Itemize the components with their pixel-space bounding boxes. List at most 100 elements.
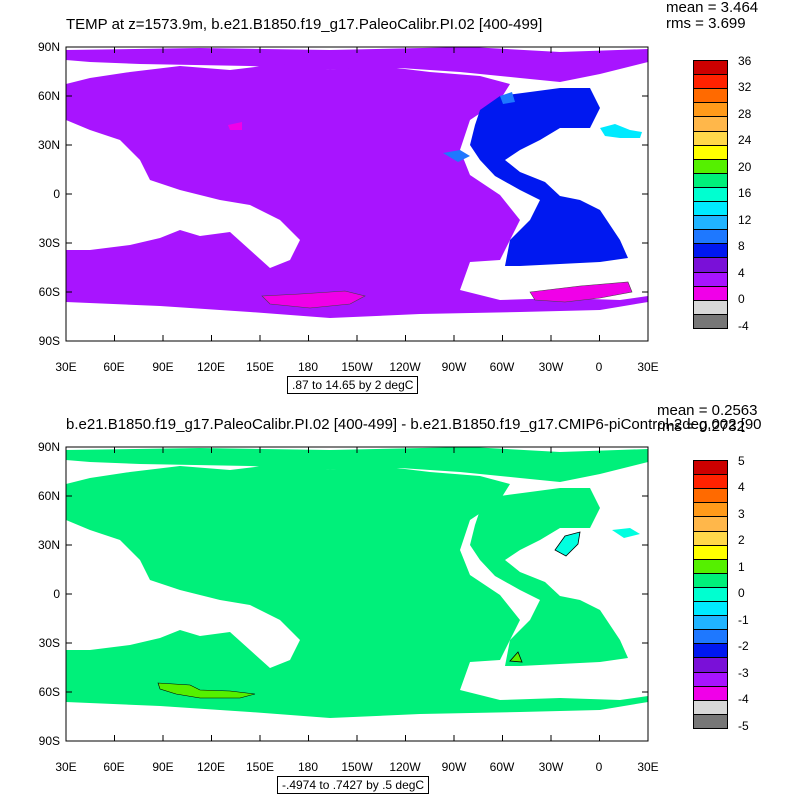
colorbar-swatch-15 <box>693 671 728 687</box>
bottom-mediterranean-patch <box>612 528 640 538</box>
top-stats: mean = 3.464 rms = 3.699 <box>666 0 758 32</box>
bottom-xtick-12: 30E <box>637 760 659 774</box>
bottom-southern-patch <box>157 682 256 699</box>
bottom-map-ticks <box>65 446 649 742</box>
colorbar-swatch-8 <box>693 572 728 588</box>
bottom-cb-label-9: -4 <box>738 692 749 706</box>
bottom-cb-label-7: -2 <box>738 639 749 653</box>
bottom-xtick-7: 120W <box>389 760 421 774</box>
top-cb-label-9: 0 <box>738 292 745 306</box>
bottom-pacific-indian-ocean <box>66 464 648 718</box>
bottom-range-label: -.4974 to .7427 by .5 degC <box>277 776 430 794</box>
bottom-ytick-0: 0 <box>53 587 60 601</box>
top-mean-value: mean = 3.464 <box>666 0 759 16</box>
colorbar-swatch-0 <box>693 460 728 476</box>
colorbar-swatch-5 <box>693 530 728 546</box>
colorbar-swatch-3 <box>693 502 728 518</box>
bottom-cb-label-5: 0 <box>738 586 745 600</box>
top-map-frame <box>65 46 649 342</box>
top-xtick-4: 150E <box>245 360 275 374</box>
colorbar-swatch-10 <box>693 201 728 217</box>
top-xtick-3: 120E <box>196 360 226 374</box>
bottom-cb-label-4: 1 <box>738 560 745 574</box>
bottom-xtick-4: 150E <box>245 760 275 774</box>
bottom-xtick-2: 90E <box>152 760 174 774</box>
top-hudson-patch <box>500 92 515 104</box>
top-cb-label-10: -4 <box>738 319 749 333</box>
bottom-ytick-60s: 60S <box>38 685 60 699</box>
top-north-atlantic-cyan <box>600 124 642 138</box>
top-colorbar <box>693 60 728 329</box>
colorbar-swatch-13 <box>693 643 728 659</box>
colorbar-swatch-12 <box>693 629 728 645</box>
top-cb-label-7: 8 <box>738 239 745 253</box>
bottom-ocean-field <box>66 447 648 718</box>
top-ocean-field <box>66 47 648 318</box>
colorbar-swatch-17 <box>693 699 728 715</box>
bottom-xtick-9: 60W <box>489 760 515 774</box>
top-ytick-90s: 90S <box>38 334 60 348</box>
colorbar-swatch-14 <box>693 257 728 273</box>
bottom-ytick-30n: 30N <box>37 538 60 552</box>
top-plot-title: TEMP at z=1573.9m, b.e21.B1850.f19_g17.P… <box>66 16 543 33</box>
colorbar-swatch-0 <box>693 60 728 76</box>
top-antarctic-patch-west <box>529 281 633 303</box>
bottom-xtick-10: 30W <box>538 760 564 774</box>
colorbar-swatch-11 <box>693 615 728 631</box>
colorbar-swatch-3 <box>693 102 728 118</box>
top-cb-label-1: 32 <box>738 80 752 94</box>
colorbar-swatch-1 <box>693 74 728 90</box>
top-ytick-90n: 90N <box>37 40 60 54</box>
bottom-ytick-30s: 30S <box>38 636 60 650</box>
bottom-cb-label-0: 5 <box>738 454 745 468</box>
bottom-plot-title: b.e21.B1850.f19_g17.PaleoCalibr.PI.02 [4… <box>66 416 762 433</box>
top-xtick-1: 60E <box>103 360 125 374</box>
top-xtick-2: 90E <box>152 360 174 374</box>
bottom-atlantic-ocean <box>470 488 628 666</box>
top-range-label: .87 to 14.65 by 2 degC <box>287 376 419 394</box>
bottom-map-panel: b.e21.B1850.f19_g17.PaleoCalibr.PI.02 [4… <box>0 400 800 800</box>
colorbar-swatch-7 <box>693 158 728 174</box>
bottom-xtick-11: 0 <box>595 760 603 774</box>
top-map-panel: TEMP at z=1573.9m, b.e21.B1850.f19_g17.P… <box>37 0 758 394</box>
bottom-xtick-3: 120E <box>196 760 226 774</box>
top-map-svg <box>65 46 649 342</box>
colorbar-swatch-17 <box>693 299 728 315</box>
top-cb-label-5: 16 <box>738 186 752 200</box>
bottom-cb-label-8: -3 <box>738 666 749 680</box>
bottom-colorbar <box>693 460 728 729</box>
colorbar-swatch-2 <box>693 88 728 104</box>
top-rms-value: rms = 3.699 <box>666 15 746 32</box>
bottom-xtick-5: 180 <box>297 760 319 774</box>
colorbar-swatch-15 <box>693 271 728 287</box>
bottom-north-atlantic-patch <box>554 531 581 557</box>
colorbar-swatch-13 <box>693 243 728 259</box>
top-cb-label-0: 36 <box>738 54 752 68</box>
top-gulf-patch <box>443 150 470 162</box>
bottom-cb-label-10: -5 <box>738 719 749 733</box>
top-xtick-6: 150W <box>341 360 373 374</box>
top-xtick-5: 180 <box>297 360 319 374</box>
colorbar-swatch-8 <box>693 172 728 188</box>
colorbar-swatch-18 <box>693 713 728 729</box>
top-cb-label-8: 4 <box>738 266 745 280</box>
bottom-cb-label-1: 4 <box>738 480 745 494</box>
bottom-rms-value: rms = 0.2732 <box>657 418 745 435</box>
bottom-cb-label-6: -1 <box>738 613 749 627</box>
top-ytick-30n: 30N <box>37 138 60 152</box>
colorbar-swatch-6 <box>693 544 728 560</box>
colorbar-swatch-14 <box>693 657 728 673</box>
bottom-ytick-60n: 60N <box>37 489 60 503</box>
top-cb-label-6: 12 <box>738 213 752 227</box>
top-ytick-0: 0 <box>53 187 60 201</box>
top-atlantic-ocean <box>470 88 628 266</box>
bottom-xtick-0: 30E <box>55 760 77 774</box>
bottom-map-frame <box>65 446 649 742</box>
bottom-xtick-8: 90W <box>441 760 467 774</box>
top-xtick-12: 30E <box>637 360 659 374</box>
colorbar-swatch-7 <box>693 558 728 574</box>
colorbar-swatch-12 <box>693 229 728 245</box>
top-cb-label-2: 28 <box>738 107 752 121</box>
colorbar-swatch-16 <box>693 685 728 701</box>
top-ytick-30s: 30S <box>38 236 60 250</box>
